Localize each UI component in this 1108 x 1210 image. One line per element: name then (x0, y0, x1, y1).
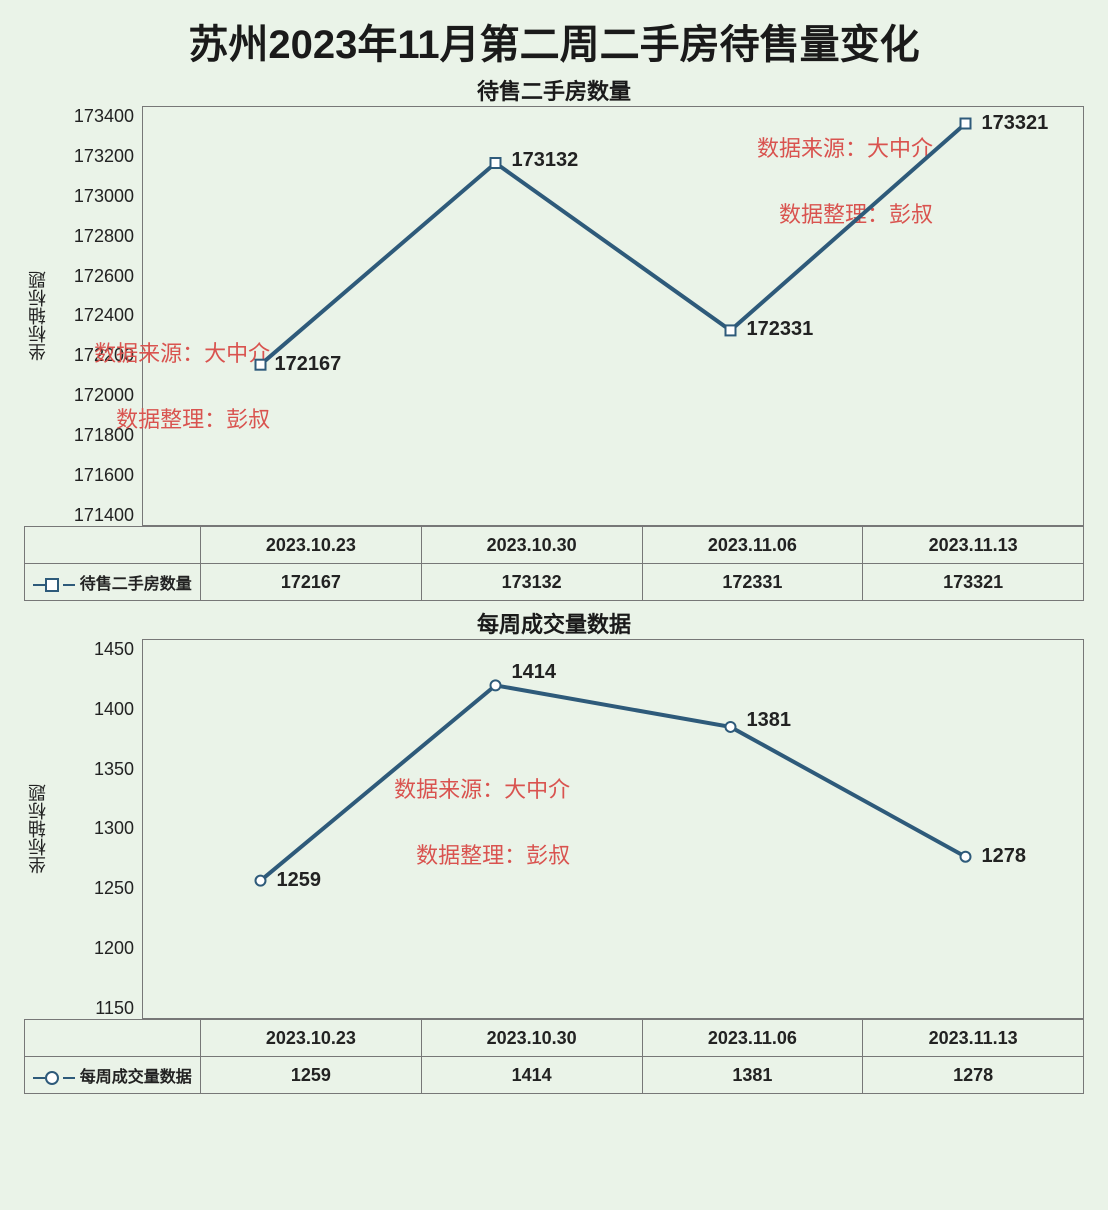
table-row: 待售二手房数量 172167 173132 172331 173321 (25, 564, 1084, 601)
legend-cell: 每周成交量数据 (25, 1057, 201, 1094)
legend-cell: 待售二手房数量 (25, 564, 201, 601)
page-root: 苏州2023年11月第二周二手房待售量变化 待售二手房数量 坐标轴标题 1734… (0, 0, 1108, 1210)
ytick: 173200 (52, 146, 134, 167)
ytick: 172000 (52, 385, 134, 406)
chart1-yaxis-label: 坐标轴标题 (24, 106, 52, 526)
value-cell: 1381 (642, 1057, 863, 1094)
category-cell: 2023.10.30 (421, 527, 642, 564)
ytick: 1400 (52, 699, 134, 720)
chart1-title: 待售二手房数量 (24, 74, 1084, 106)
ytick: 171600 (52, 465, 134, 486)
chart1-data-table: 2023.10.23 2023.10.30 2023.11.06 2023.11… (24, 526, 1084, 601)
chart2-yticks: 1450 1400 1350 1300 1250 1200 1150 (52, 639, 142, 1019)
chart2-block: 每周成交量数据 坐标轴标题 1450 1400 1350 1300 1250 1… (24, 607, 1084, 1094)
value-cell: 1259 (201, 1057, 422, 1094)
category-cell: 2023.11.06 (642, 1020, 863, 1057)
legend-cell (25, 527, 201, 564)
ytick: 172200 (52, 345, 134, 366)
ytick: 172400 (52, 305, 134, 326)
ytick: 172600 (52, 266, 134, 287)
data-label: 173321 (982, 112, 1049, 135)
main-title: 苏州2023年11月第二周二手房待售量变化 (0, 0, 1108, 70)
ytick: 1300 (52, 818, 134, 839)
ytick: 172800 (52, 226, 134, 247)
data-label: 172167 (275, 353, 342, 376)
table-row: 2023.10.23 2023.10.30 2023.11.06 2023.11… (25, 1020, 1084, 1057)
ytick: 171800 (52, 425, 134, 446)
ytick: 1350 (52, 759, 134, 780)
ytick: 1200 (52, 938, 134, 959)
table-row: 每周成交量数据 1259 1414 1381 1278 (25, 1057, 1084, 1094)
category-cell: 2023.11.06 (642, 527, 863, 564)
chart2-yaxis-label: 坐标轴标题 (24, 639, 52, 1019)
category-cell: 2023.10.30 (421, 1020, 642, 1057)
chart1-block: 待售二手房数量 坐标轴标题 173400 173200 173000 17280… (24, 74, 1084, 601)
category-cell: 2023.11.13 (863, 527, 1084, 564)
chart1-plot-area: 数据来源：大中介 数据整理：彭叔 数据来源：大中介 数据整理：彭叔 172167… (142, 106, 1084, 526)
chart2-title: 每周成交量数据 (24, 607, 1084, 639)
legend-line-icon (33, 1077, 45, 1079)
category-cell: 2023.10.23 (201, 1020, 422, 1057)
value-cell: 172331 (642, 564, 863, 601)
legend-line-icon (33, 584, 45, 586)
square-marker-icon (45, 578, 59, 592)
value-cell: 1414 (421, 1057, 642, 1094)
ytick: 1150 (52, 998, 134, 1019)
category-cell: 2023.11.13 (863, 1020, 1084, 1057)
value-cell: 173132 (421, 564, 642, 601)
category-cell: 2023.10.23 (201, 527, 422, 564)
data-label: 1278 (982, 845, 1027, 868)
ytick: 173000 (52, 186, 134, 207)
ytick: 171400 (52, 505, 134, 526)
ytick: 1450 (52, 639, 134, 660)
data-label: 1259 (277, 869, 322, 892)
table-row: 2023.10.23 2023.10.30 2023.11.06 2023.11… (25, 527, 1084, 564)
data-label: 172331 (747, 318, 814, 341)
ytick: 173400 (52, 106, 134, 127)
chart1-yticks: 173400 173200 173000 172800 172600 17240… (52, 106, 142, 526)
series-name: 每周成交量数据 (80, 1069, 192, 1086)
chart2-plot-area: 数据来源：大中介 数据整理：彭叔 1259141413811278 (142, 639, 1084, 1019)
circle-marker-icon (45, 1071, 59, 1085)
value-cell: 173321 (863, 564, 1084, 601)
series-name: 待售二手房数量 (80, 576, 192, 593)
legend-line-icon (63, 1077, 75, 1079)
ytick: 1250 (52, 878, 134, 899)
chart2-data-table: 2023.10.23 2023.10.30 2023.11.06 2023.11… (24, 1019, 1084, 1094)
value-cell: 172167 (201, 564, 422, 601)
data-label: 1414 (512, 661, 557, 684)
data-label: 173132 (512, 149, 579, 172)
data-label: 1381 (747, 709, 792, 732)
value-cell: 1278 (863, 1057, 1084, 1094)
legend-line-icon (63, 584, 75, 586)
legend-cell (25, 1020, 201, 1057)
